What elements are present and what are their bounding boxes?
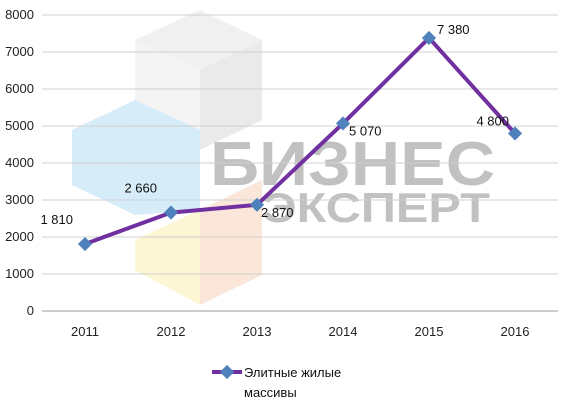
data-point-marker [507,126,523,141]
data-label: 5 070 [349,123,382,138]
y-tick-label: 8000 [5,7,34,22]
data-label: 4 800 [476,113,509,128]
x-tick-label: 2011 [71,324,99,339]
y-tick-label: 1000 [5,266,34,281]
x-tick-label: 2015 [415,324,444,339]
x-tick-label: 2012 [157,324,186,339]
series-line [83,35,517,247]
x-tick-label: 2016 [501,324,530,339]
legend: Элитные жилые массивы [212,364,341,400]
watermark-text-line2: ЭКСПЕРТ [262,184,490,231]
watermark-cube-face-right-top [200,40,262,150]
data-label: 2 660 [124,181,157,196]
legend-label-line2: массивы [244,385,297,400]
data-point-marker [335,116,351,131]
data-labels: 1 810 2 660 2 870 5 070 7 380 4 800 [40,22,509,227]
data-label: 2 870 [261,205,294,220]
x-axis: 2011 2012 2013 2014 2015 2016 [71,324,529,339]
y-tick-label: 3000 [5,192,34,207]
legend-marker-swatch [219,364,235,380]
data-point-marker [77,236,93,252]
data-label: 7 380 [437,22,470,37]
y-tick-label: 2000 [5,229,34,244]
y-tick-label: 7000 [5,44,34,59]
data-point-marker [421,30,437,46]
y-tick-label: 4000 [5,155,34,170]
y-axis: 0 1000 2000 3000 4000 5000 6000 7000 8000 [5,7,34,318]
watermark-cube-face-yellow [135,210,200,305]
data-label: 1 810 [40,212,73,227]
x-tick-label: 2013 [243,324,272,339]
watermark-cube-face-blue [72,100,200,215]
y-tick-label: 5000 [5,118,34,133]
watermark-cube-face-top [135,10,262,70]
watermark-text-line1: БИЗНЕС [210,130,495,199]
x-tick-label: 2014 [329,324,358,339]
data-point-marker [249,197,265,212]
series-plot [77,30,523,252]
data-point-marker [163,205,179,220]
y-tick-label: 0 [27,303,34,318]
legend-label-line1: Элитные жилые [244,365,341,380]
y-tick-label: 6000 [5,81,34,96]
